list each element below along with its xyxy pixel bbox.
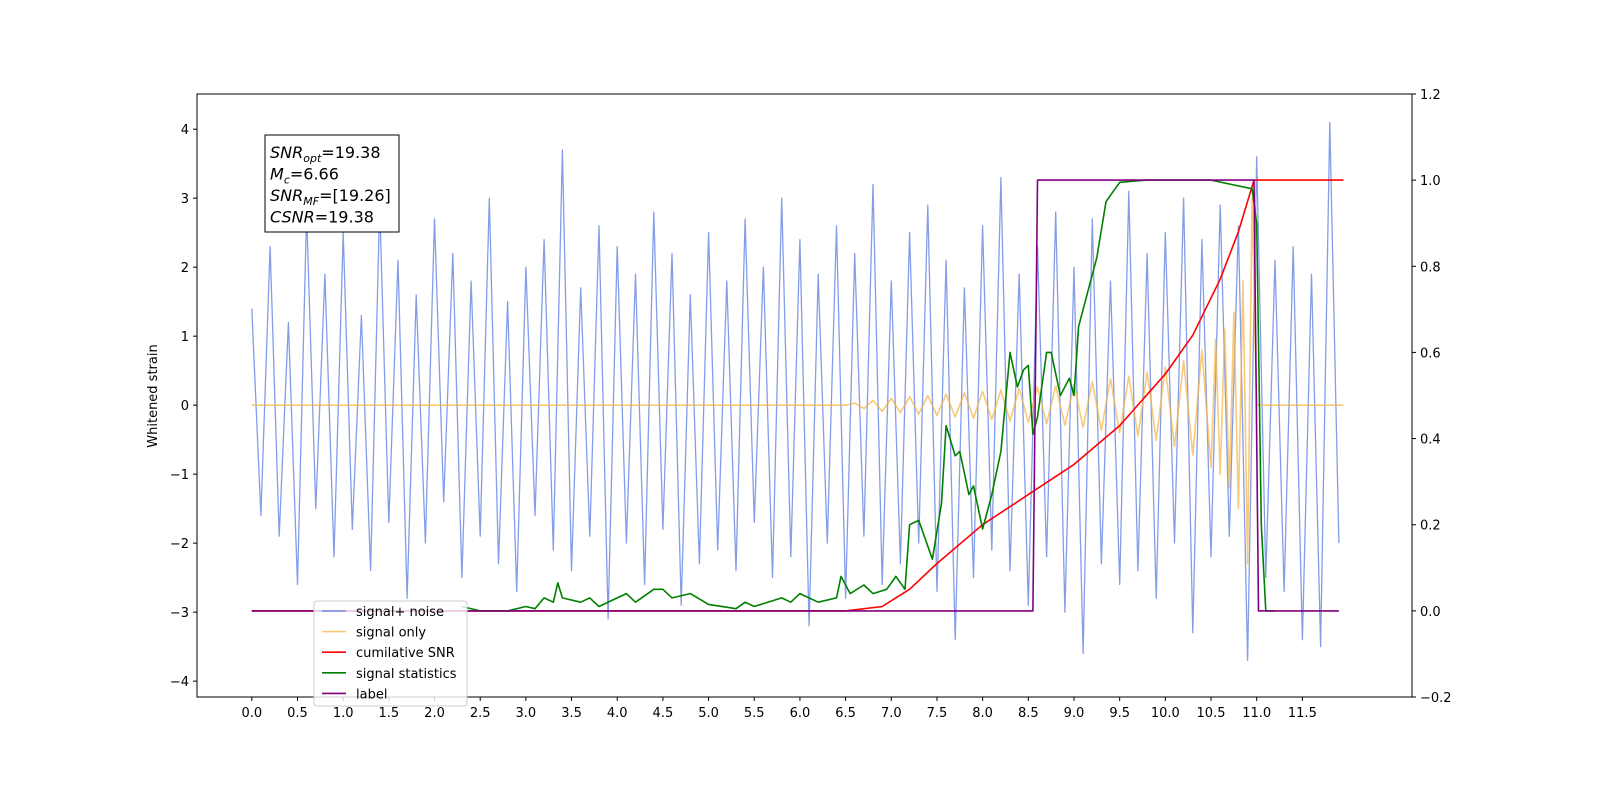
annotation-value: =6.66 (290, 165, 339, 184)
x-tick-label: 9.5 (1109, 706, 1130, 721)
annotation-frame (264, 134, 400, 233)
x-tick-label: 1.5 (378, 706, 399, 721)
axes-frame (196, 93, 1413, 698)
annotation-symbol: CSNR (270, 208, 315, 227)
y-tick-label: −1 (170, 468, 189, 483)
y-tick-label: −4 (170, 675, 189, 690)
x-tick-label: 6.0 (790, 706, 811, 721)
annotation-subscript: opt (303, 152, 322, 165)
series-line (251, 179, 1344, 612)
x-tick-label: 7.0 (881, 706, 902, 721)
x-tick-label: 4.5 (653, 706, 674, 721)
x-tick-label: 11.5 (1288, 706, 1317, 721)
legend-frame (313, 600, 468, 707)
x-tick-label: 7.5 (927, 706, 948, 721)
annotation: CSNR=19.38 (270, 208, 374, 227)
annotation-symbol: SNR (270, 186, 303, 205)
y-tick-label: 4 (181, 123, 189, 138)
y-tick-label: −3 (170, 606, 189, 621)
annotation-subscript: c (284, 174, 290, 187)
legend-label: cumilative SNR (356, 646, 455, 661)
legend-label: signal only (356, 626, 426, 641)
annotation-box: SNRopt=19.38Mc=6.66SNRMF=[19.26]CSNR=19.… (264, 134, 400, 233)
y-tick-label: 0 (181, 399, 189, 414)
annotation-value: =19.38 (321, 143, 380, 162)
legend-label: signal+ noise (356, 605, 444, 620)
y-axis-label: Whitened strain (146, 344, 161, 447)
y2-tick-label: 1.2 (1420, 88, 1441, 103)
y2-tick-label: 1.0 (1420, 174, 1441, 189)
y2-tick-label: 0.4 (1420, 433, 1441, 448)
x-tick-label: 8.0 (972, 706, 993, 721)
series-line (251, 179, 1339, 612)
y2-tick-label: 0.6 (1420, 346, 1441, 361)
y2-tick-label: −0.2 (1420, 691, 1452, 706)
annotation: SNRMF=[19.26] (270, 186, 391, 208)
x-tick-label: 5.5 (744, 706, 765, 721)
annotation-value: =19.38 (315, 208, 374, 227)
plot-area (251, 121, 1344, 662)
annotation: Mc=6.66 (270, 165, 339, 187)
x-tick-label: 2.5 (470, 706, 491, 721)
y-tick-label: 3 (181, 192, 189, 207)
x-tick-label: 11.0 (1242, 706, 1271, 721)
x-tick-label: 10.5 (1197, 706, 1226, 721)
x-tick-label: 3.0 (516, 706, 537, 721)
x-tick-label: 9.0 (1064, 706, 1085, 721)
series-line (461, 179, 1275, 612)
x-tick-label: 3.5 (561, 706, 582, 721)
x-tick-label: 8.5 (1018, 706, 1039, 721)
legend-label: label (356, 687, 387, 702)
annotation-symbol: M (270, 165, 284, 184)
x-tick-label: 0.5 (287, 706, 308, 721)
annotation-symbol: SNR (270, 143, 303, 162)
annotation-subscript: MF (303, 195, 319, 208)
series-line (251, 121, 1340, 662)
legend: signal+ noise signal only cumilative SNR si… (313, 600, 468, 707)
y2-tick-label: 0.8 (1420, 260, 1441, 275)
x-tick-label: 6.5 (835, 706, 856, 721)
x-tick-label: 0.0 (241, 706, 262, 721)
y2-tick-label: 0.2 (1420, 519, 1441, 534)
y-tick-label: 2 (181, 261, 189, 276)
x-tick-label: 5.0 (698, 706, 719, 721)
y-tick-label: 1 (181, 330, 189, 345)
x-tick-label: 4.0 (607, 706, 628, 721)
x-tick-label: 10.0 (1151, 706, 1180, 721)
legend-label: signal statistics (356, 667, 457, 682)
annotation: SNRopt=19.38 (270, 143, 381, 165)
y-tick-label: −2 (170, 537, 189, 552)
x-tick-label: 1.0 (333, 706, 354, 721)
x-tick-label: 2.0 (424, 706, 445, 721)
annotation-value: =[19.26] (319, 186, 391, 205)
y2-tick-label: 0.0 (1420, 605, 1441, 620)
